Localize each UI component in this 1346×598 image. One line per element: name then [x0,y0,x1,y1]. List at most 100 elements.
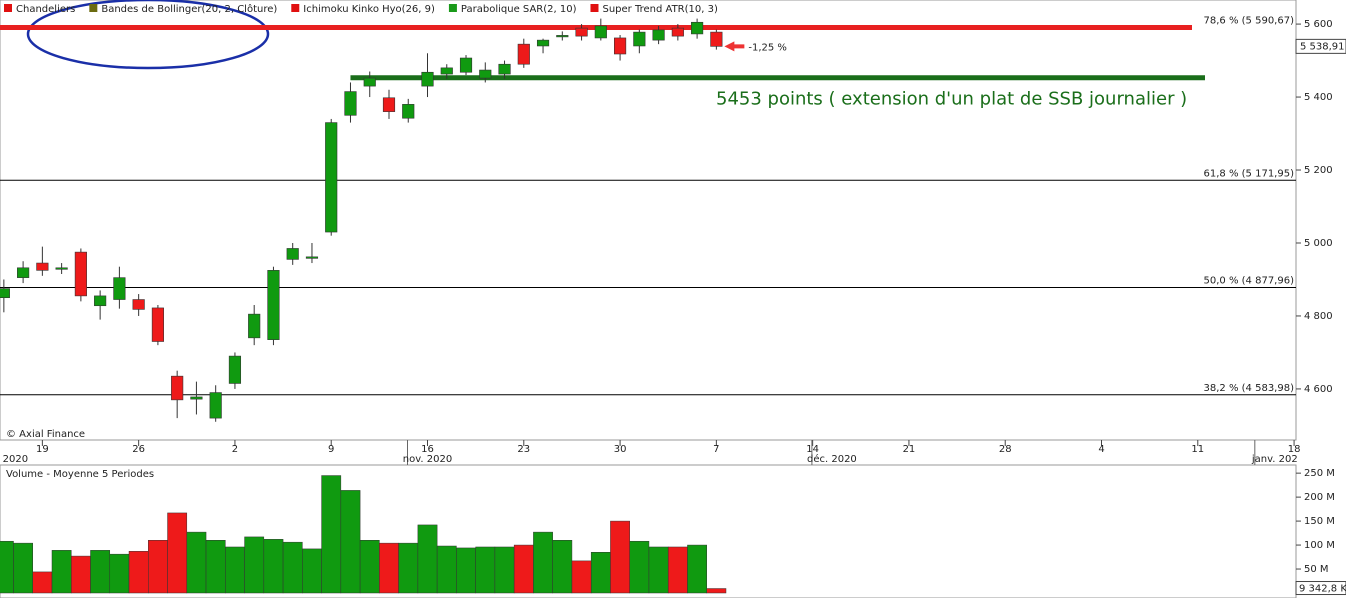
fib-label: 61,8 % (5 171,95) [1204,168,1295,179]
volume-bar [379,542,399,594]
volume-bar [109,553,130,594]
x-tick-label: 21 [903,444,916,455]
candle-body [248,313,261,339]
candle-body [671,27,684,37]
x-tick-label: 28 [999,444,1012,455]
last-price-box [1295,38,1346,54]
volume-bar [648,546,669,594]
volume-bar [244,536,265,594]
volume-bar [167,512,188,594]
candle-body [498,63,511,75]
volume-bar [302,548,322,594]
candle-body [382,97,396,112]
candle-body [594,25,607,39]
candle-body [0,288,10,299]
price-panel [0,0,1297,441]
y-tick-label: 4 800 [1304,311,1333,322]
x-tick-label: 9 [328,444,334,455]
candle-body [479,69,492,79]
month-label: janv. 202 [1251,454,1298,465]
candle-body [402,104,415,119]
legend-label: Ichimoku Kinko Hyo(26, 9) [303,4,435,15]
candle-body [17,267,30,278]
volume-bar [533,531,553,594]
candle-body [151,307,164,342]
candle-body [305,256,319,259]
volume-bar [321,475,342,594]
change-arrow [724,41,745,52]
candle-body [171,375,184,401]
volume-bar [128,551,149,594]
legend-swatch [4,4,12,12]
candle-body [652,29,665,41]
candle-body [286,248,299,260]
volume-bar [552,540,573,594]
candle-body [209,392,222,419]
y-tick-label: 5 400 [1304,92,1333,103]
candle-body [94,295,107,307]
legend-swatch [590,4,599,12]
fib-label: 38,2 % (4 583,98) [1204,383,1295,394]
vol-tick-label: 150 M [1304,516,1335,527]
candle-body [710,31,723,47]
candle-body [614,37,627,55]
candle-body [556,35,569,38]
candle-body [113,277,126,300]
legend-swatch [291,4,300,12]
month-label: déc. 2020 [807,453,857,465]
candle-body [459,57,473,73]
legend-swatch [448,4,457,12]
vol-tick-label: 50 M [1304,564,1329,575]
x-tick-label: 23 [517,444,530,455]
candle-body [36,262,49,271]
x-tick-label: 2 [232,444,238,455]
fib-label: 78,6 % (5 590,67) [1204,15,1295,26]
volume-bar [148,540,168,594]
volume-bar [282,541,303,594]
candle-body [344,91,357,116]
volume-bar [590,552,611,594]
candle-body [325,122,338,233]
x-tick-label: 14 [806,444,819,455]
candle-body [691,21,704,35]
legend-label: Bandes de Bollinger(20, 2, Clôture) [101,3,277,15]
volume-bar [436,545,457,594]
volume-bar [32,571,53,594]
volume-bar [90,550,111,594]
volume-bar [13,542,33,594]
volume-title: Volume - Moyenne 5 Periodes [6,469,154,480]
volume-bar [494,546,515,594]
volume-bar [571,560,592,594]
legend-swatch [89,4,98,12]
legend-label: Super Trend ATR(10, 3) [602,4,717,15]
y-tick-label: 5 600 [1304,19,1333,30]
candle-body [228,355,242,384]
legend-label: Parabolique SAR(2, 10) [461,4,577,15]
volume-bar [359,540,380,594]
volume-bar [667,546,688,594]
y-tick-label: 5 200 [1304,165,1333,176]
volume-bar [610,520,630,594]
x-tick-label: 16 [421,444,434,455]
change-label: -1,25 % [748,42,787,53]
vol-last-box [1295,581,1346,596]
x-tick-label: 7 [713,444,719,455]
last-price-label: 5 538,91 [1300,41,1345,52]
volume-bar [51,550,72,594]
copyright: © Axial Finance [6,429,85,440]
month-label: nov. 2020 [403,454,452,465]
volume-bar [398,542,419,594]
volume-bar [475,546,496,594]
volume-bar [456,547,476,594]
candle-body [132,299,145,310]
highlight-ellipse [26,0,270,70]
x-tick-label: 11 [1191,444,1204,455]
volume-bar [225,546,245,594]
volume-bar [186,531,207,594]
y-tick-label: 5 000 [1304,238,1333,249]
vol-last-label: 9 342,8 K [1299,584,1346,595]
vol-tick-label: 250 M [1304,468,1335,479]
volume-bar [0,540,14,594]
month-label: 2020 [3,454,28,465]
